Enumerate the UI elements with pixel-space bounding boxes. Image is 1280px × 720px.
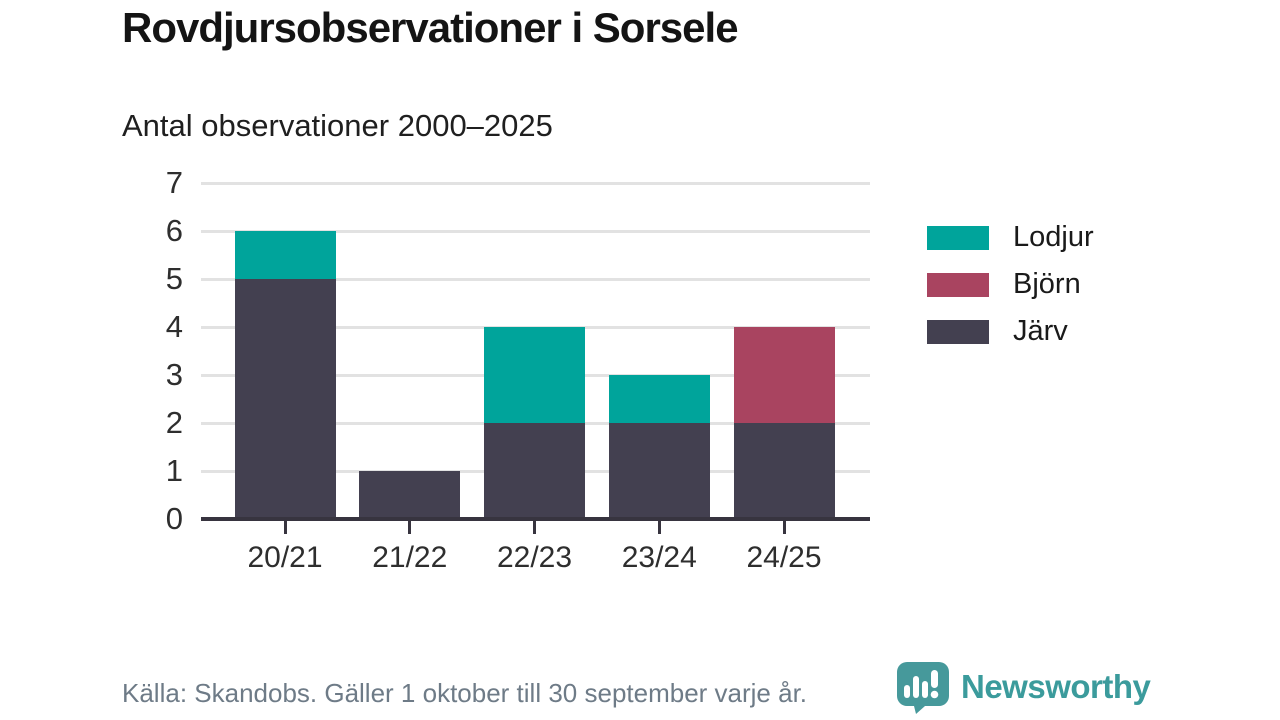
y-axis-tick-label: 4 xyxy=(165,309,183,344)
bar-segment-järv-23-24 xyxy=(608,423,710,519)
gridline xyxy=(201,277,870,281)
x-axis-line xyxy=(201,517,870,521)
x-axis-tick-label: 20/21 xyxy=(247,541,323,574)
bar-segment-järv-22-23 xyxy=(484,423,585,519)
bar-segment-björn-24-25 xyxy=(733,327,835,423)
legend-item-lodjur: Lodjur xyxy=(927,214,1094,261)
legend-swatch xyxy=(927,319,989,344)
gridline xyxy=(201,229,870,233)
newsworthy-logo-icon xyxy=(893,660,951,714)
chart-title: Rovdjursobservationer i Sorsele xyxy=(122,4,739,51)
x-axis-tick-mark xyxy=(283,521,287,534)
x-axis-tick-label: 21/22 xyxy=(372,541,448,574)
gridline xyxy=(201,181,870,185)
y-axis-tick-label: 0 xyxy=(165,501,183,536)
legend-label: Björn xyxy=(1013,268,1081,300)
brand-name: Newsworthy xyxy=(961,668,1151,705)
x-axis-tick-label: 22/23 xyxy=(496,541,573,574)
x-axis-tick-mark xyxy=(408,521,412,534)
brand-logo-link[interactable]: Newsworthy xyxy=(893,660,1151,714)
y-axis-tick-label: 3 xyxy=(165,357,183,392)
chart-subtitle: Antal observationer 2000–2025 xyxy=(122,108,553,143)
bar-segment-lodjur-20-21 xyxy=(234,231,336,279)
bar-segment-lodjur-22-23 xyxy=(484,327,585,423)
legend-label: Lodjur xyxy=(1013,221,1094,253)
x-axis-tick-mark xyxy=(657,521,661,534)
bar-segment-järv-24-25 xyxy=(733,423,835,519)
legend-label: Järv xyxy=(1013,315,1068,347)
legend: Lodjur Björn Järv xyxy=(927,214,1094,355)
source-note: Källa: Skandobs. Gäller 1 oktober till 3… xyxy=(122,678,808,708)
legend-item-björn: Björn xyxy=(927,261,1094,308)
x-axis-tick-label: 23/24 xyxy=(621,541,697,574)
y-axis-tick-label: 7 xyxy=(165,165,183,200)
x-axis-tick-label: 24/25 xyxy=(746,541,822,574)
legend-swatch xyxy=(927,272,989,297)
bar-segment-lodjur-23-24 xyxy=(608,375,710,423)
y-axis-tick-label: 5 xyxy=(165,261,183,296)
legend-item-järv: Järv xyxy=(927,308,1094,355)
bar-segment-järv-20-21 xyxy=(234,279,336,519)
legend-swatch xyxy=(927,225,989,250)
y-axis-tick-label: 1 xyxy=(165,453,183,488)
bar-segment-järv-21-22 xyxy=(359,471,461,519)
y-axis-tick-label: 6 xyxy=(165,213,183,248)
y-axis-tick-label: 2 xyxy=(165,405,183,440)
x-axis-tick-mark xyxy=(782,521,786,534)
x-axis-tick-mark xyxy=(533,521,536,534)
